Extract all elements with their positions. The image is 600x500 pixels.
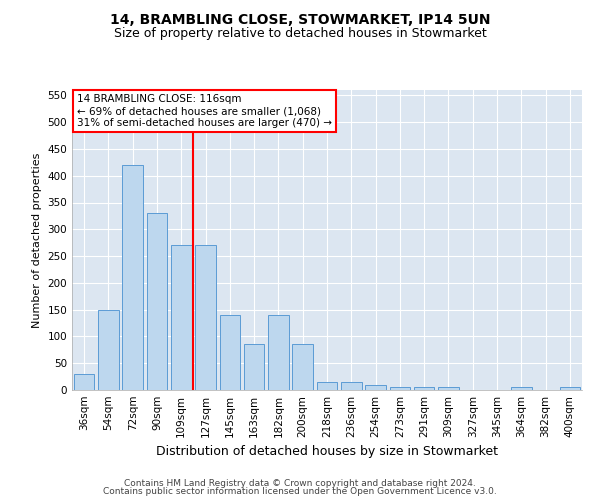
- Bar: [268, 315, 289, 390]
- Bar: [195, 246, 216, 390]
- Bar: [220, 315, 240, 390]
- Bar: [146, 213, 167, 390]
- Bar: [414, 388, 434, 390]
- Bar: [341, 382, 362, 390]
- Text: 14 BRAMBLING CLOSE: 116sqm
← 69% of detached houses are smaller (1,068)
31% of s: 14 BRAMBLING CLOSE: 116sqm ← 69% of deta…: [77, 94, 332, 128]
- Bar: [438, 388, 459, 390]
- Bar: [365, 384, 386, 390]
- X-axis label: Distribution of detached houses by size in Stowmarket: Distribution of detached houses by size …: [156, 446, 498, 458]
- Bar: [244, 344, 265, 390]
- Bar: [171, 246, 191, 390]
- Y-axis label: Number of detached properties: Number of detached properties: [32, 152, 42, 328]
- Text: Contains public sector information licensed under the Open Government Licence v3: Contains public sector information licen…: [103, 488, 497, 496]
- Bar: [511, 388, 532, 390]
- Bar: [122, 165, 143, 390]
- Bar: [317, 382, 337, 390]
- Bar: [389, 388, 410, 390]
- Bar: [74, 374, 94, 390]
- Bar: [292, 344, 313, 390]
- Bar: [98, 310, 119, 390]
- Text: 14, BRAMBLING CLOSE, STOWMARKET, IP14 5UN: 14, BRAMBLING CLOSE, STOWMARKET, IP14 5U…: [110, 12, 490, 26]
- Text: Size of property relative to detached houses in Stowmarket: Size of property relative to detached ho…: [113, 28, 487, 40]
- Bar: [560, 388, 580, 390]
- Text: Contains HM Land Registry data © Crown copyright and database right 2024.: Contains HM Land Registry data © Crown c…: [124, 478, 476, 488]
